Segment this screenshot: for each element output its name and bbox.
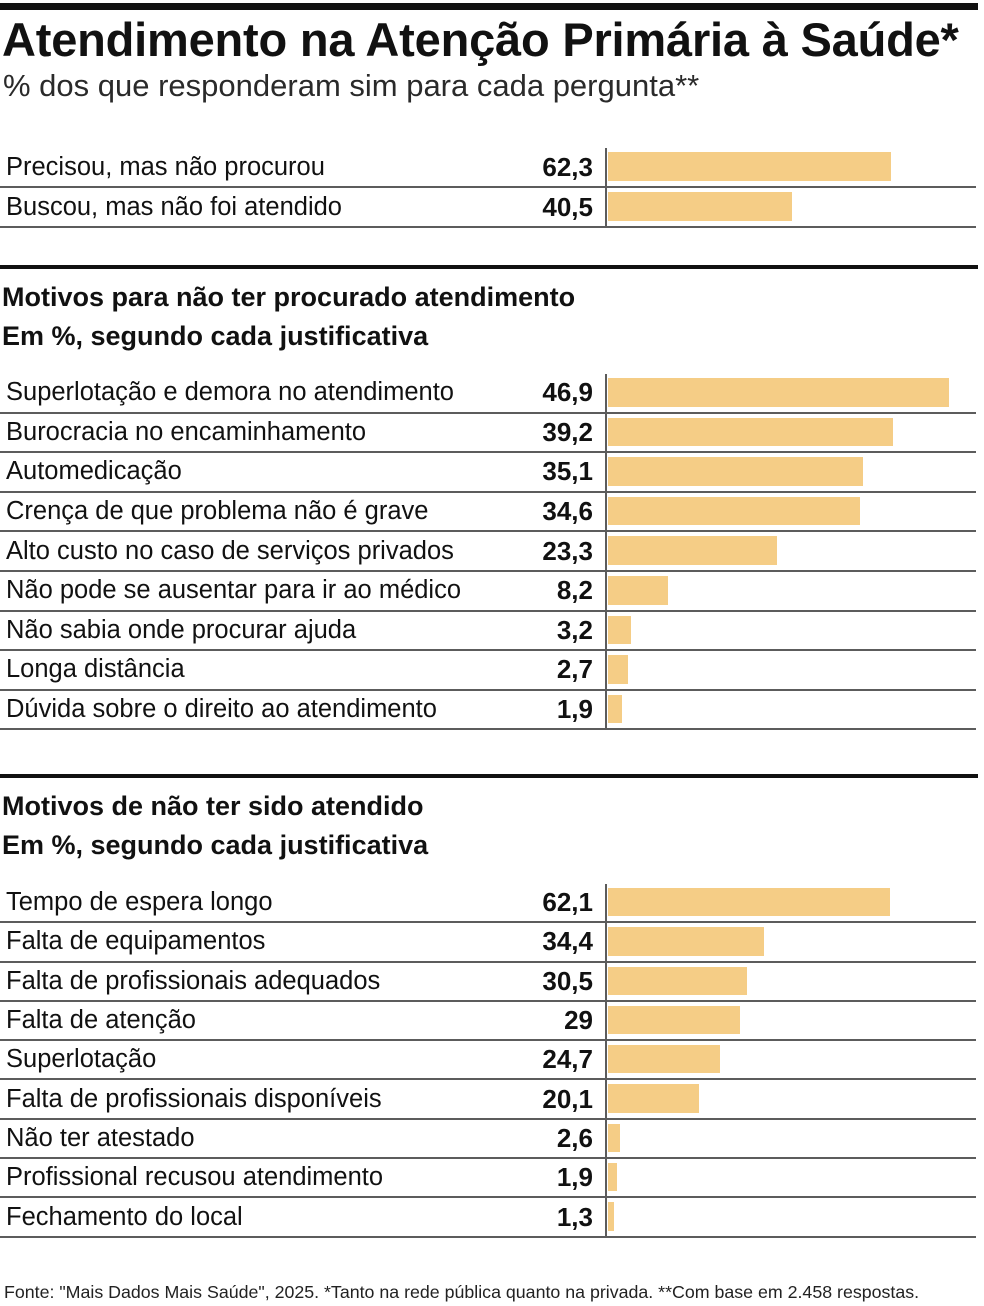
bar: [608, 1084, 700, 1113]
value-label: 24,7: [542, 1044, 593, 1075]
bar: [608, 496, 860, 526]
bar-row: Não pode se ausentar para ir ao médico 8,…: [0, 572, 976, 612]
bar: [608, 1045, 721, 1074]
bar-row: Longa distância 2,7: [0, 651, 976, 691]
bar: [608, 655, 628, 684]
category-label: Profissional recusou atendimento: [6, 1163, 384, 1192]
category-label: Precisou, mas não procurou: [6, 152, 325, 181]
category-label: Burocracia no encaminhamento: [6, 417, 367, 446]
category-label: Dúvida sobre o direito ao atendimento: [6, 695, 437, 724]
bar: [608, 1202, 614, 1231]
bar: [608, 888, 890, 917]
bar: [608, 417, 893, 447]
value-label: 34,6: [542, 496, 593, 527]
value-axis-line: [605, 884, 607, 1238]
bar-row: Profissional recusou atendimento 1,9: [0, 1159, 976, 1199]
value-label: 46,9: [542, 377, 593, 408]
value-axis-line: [605, 148, 607, 228]
section-rule: [0, 774, 978, 778]
bar: [608, 615, 632, 645]
bar-row: Dúvida sobre o direito ao atendimento 1,9: [0, 691, 976, 731]
value-label: 8,2: [556, 575, 593, 606]
bar-row: Tempo de espera longo 62,1: [0, 884, 976, 924]
chart-subtitle: % dos que responderam sim para cada perg…: [3, 68, 700, 103]
category-label: Superlotação e demora no atendimento: [6, 378, 454, 407]
bar-row: Não sabia onde procurar ajuda 3,2: [0, 612, 976, 652]
bar: [608, 536, 778, 565]
bar: [608, 575, 668, 605]
category-label: Fechamento do local: [6, 1202, 243, 1231]
bar-row: Falta de profissionais adequados 30,5: [0, 963, 976, 1002]
bar-rows: Tempo de espera longo 62,1 Falta de equipa…: [0, 884, 976, 1238]
value-label: 35,1: [542, 456, 593, 487]
panel-title: Motivos de não ter sido atendido: [2, 791, 424, 821]
bar: [608, 927, 765, 956]
value-label: 40,5: [542, 191, 593, 222]
bar-row: Falta de equipamentos 34,4: [0, 923, 976, 963]
category-label: Longa distância: [6, 655, 185, 684]
value-label: 34,4: [542, 926, 593, 957]
category-label: Automedicação: [6, 457, 182, 486]
value-label: 2,7: [556, 654, 593, 685]
value-label: 3,2: [556, 614, 593, 645]
category-label: Alto custo no caso de serviços privados: [6, 536, 454, 565]
bar-row: Burocracia no encaminhamento 39,2: [0, 414, 976, 454]
value-label: 62,1: [542, 887, 593, 918]
category-label: Não pode se ausentar para ir ao médico: [6, 576, 462, 605]
bar: [608, 378, 949, 407]
section-rule: [0, 265, 978, 269]
bar-row: Crença de que problema não é grave 34,6: [0, 493, 976, 533]
category-label: Não sabia onde procurar ajuda: [6, 615, 357, 644]
category-label: Falta de atenção: [6, 1006, 196, 1035]
category-label: Tempo de espera longo: [6, 888, 273, 917]
value-label: 1,9: [556, 1162, 593, 1193]
panel-title: Motivos para não ter procurado atendimen…: [2, 282, 576, 312]
value-label: 1,9: [556, 694, 593, 725]
category-label: Falta de equipamentos: [6, 927, 266, 956]
value-label: 29: [564, 1005, 593, 1036]
bar-row: Buscou, mas não foi atendido 40,5: [0, 188, 976, 228]
category-label: Não ter atestado: [6, 1123, 195, 1152]
bar: [608, 966, 747, 995]
bar: [608, 1005, 740, 1035]
category-label: Falta de profissionais adequados: [6, 966, 381, 995]
panel-subtitle: Em %, segundo cada justificativa: [2, 321, 429, 351]
category-label: Crença de que problema não é grave: [6, 497, 429, 526]
bar-row: Superlotação e demora no atendimento 46,9: [0, 374, 976, 414]
bar-row: Falta de atenção 29: [0, 1002, 976, 1042]
value-label: 23,3: [542, 535, 593, 566]
bar: [608, 1123, 620, 1153]
panel-subtitle: Em %, segundo cada justificativa: [2, 830, 429, 860]
bar-row: Precisou, mas não procurou 62,3: [0, 148, 976, 188]
value-label: 1,3: [556, 1201, 593, 1232]
bar: [608, 457, 864, 486]
bar: [608, 192, 792, 221]
category-label: Buscou, mas não foi atendido: [6, 192, 342, 221]
bar-row: Não ter atestado 2,6: [0, 1120, 976, 1160]
bar-row: Alto custo no caso de serviços privados 2…: [0, 532, 976, 572]
bar-row: Automedicação 35,1: [0, 453, 976, 493]
value-axis-line: [605, 374, 607, 731]
category-label: Superlotação: [6, 1045, 157, 1074]
value-label: 62,3: [542, 151, 593, 182]
bar: [608, 152, 891, 181]
bar-rows: Precisou, mas não procurou 62,3 Buscou, ma…: [0, 148, 976, 228]
bar: [608, 694, 622, 724]
value-label: 2,6: [556, 1122, 593, 1153]
bar-row: Fechamento do local 1,3: [0, 1198, 976, 1238]
top-rule: [0, 3, 978, 10]
bar-rows: Superlotação e demora no atendimento 46,9…: [0, 374, 976, 731]
category-label: Falta de profissionais disponíveis: [6, 1084, 382, 1113]
value-label: 20,1: [542, 1083, 593, 1114]
bar-row: Falta de profissionais disponíveis 20,1: [0, 1080, 976, 1120]
bar: [608, 1163, 617, 1192]
value-label: 30,5: [542, 965, 593, 996]
source-note: Fonte: "Mais Dados Mais Saúde", 2025. *T…: [4, 1282, 920, 1302]
value-label: 39,2: [542, 416, 593, 447]
bar-row: Superlotação 24,7: [0, 1041, 976, 1081]
chart-title: Atendimento na Atenção Primária à Saúde*: [2, 13, 959, 66]
